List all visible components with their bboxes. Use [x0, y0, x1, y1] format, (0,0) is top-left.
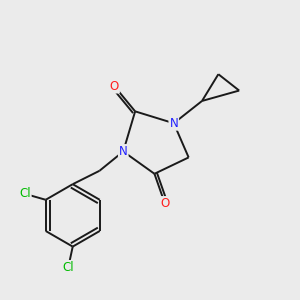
Text: O: O [160, 197, 170, 210]
Text: Cl: Cl [19, 187, 31, 200]
Text: N: N [169, 117, 178, 130]
Text: N: N [119, 145, 128, 158]
Text: O: O [110, 80, 119, 93]
Text: Cl: Cl [62, 261, 74, 274]
